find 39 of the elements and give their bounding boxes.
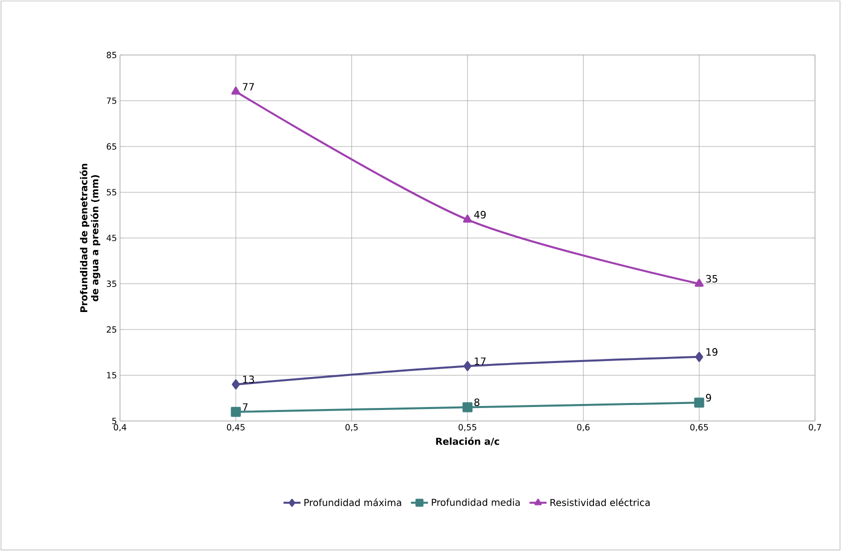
y-tick-label: 25 xyxy=(106,326,116,333)
legend-label: Resistividad eléctrica xyxy=(550,498,650,506)
y-tick-label: 65 xyxy=(106,143,116,150)
point xyxy=(231,86,240,95)
point xyxy=(230,406,241,417)
legend-label: Profundidad máxima xyxy=(304,498,402,506)
point xyxy=(232,379,240,390)
point xyxy=(695,352,704,362)
data-label: 19 xyxy=(706,348,718,356)
y-tick-label: 45 xyxy=(106,234,116,242)
point xyxy=(462,402,473,412)
point xyxy=(694,278,704,287)
point xyxy=(464,361,472,372)
data-label: 17 xyxy=(474,358,486,365)
y-tick-label: 85 xyxy=(106,52,116,58)
y-tick-label: 35 xyxy=(106,280,116,287)
x-tick-label: 0,65 xyxy=(690,424,708,432)
y-tick-label: 5 xyxy=(112,418,116,424)
data-label: 8 xyxy=(474,398,480,406)
x-tick-label: 0,4 xyxy=(114,424,126,432)
point xyxy=(694,398,704,408)
y-tick-label: 75 xyxy=(106,98,116,104)
y-tick-label: 55 xyxy=(106,189,116,196)
point xyxy=(463,214,472,223)
y-axis-title: Profundidad de penetración de agua a presión (mm) xyxy=(80,164,100,312)
y-tick-label: 15 xyxy=(107,372,116,378)
x-tick-label: 0,5 xyxy=(345,424,358,432)
x-axis-title: Relación a/c xyxy=(436,437,500,446)
x-tick-label: 0,6 xyxy=(577,424,590,432)
data-label: 49 xyxy=(474,210,486,218)
x-tick-label: 0,7 xyxy=(808,424,822,432)
x-tick-label: 0,55 xyxy=(458,424,476,432)
legend-label: Profundidad media xyxy=(432,498,520,506)
data-label: 9 xyxy=(706,394,712,402)
data-label: 35 xyxy=(706,274,718,283)
data-label: 13 xyxy=(243,376,254,384)
data-label: 7 xyxy=(242,403,248,411)
x-tick-label: 0,45 xyxy=(226,424,245,432)
data-label: 77 xyxy=(242,83,254,90)
